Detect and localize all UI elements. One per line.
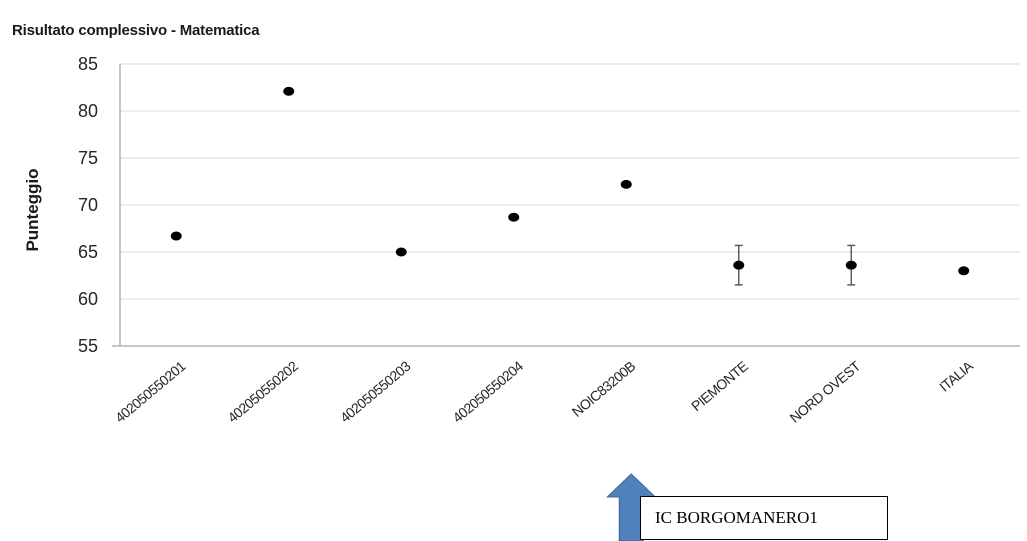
x-tick-label: PIEMONTE	[688, 358, 751, 414]
y-tick-labels: 55 60 65 70 75 80 85	[78, 54, 98, 356]
data-point	[845, 260, 857, 270]
y-tick-label: 55	[78, 336, 98, 356]
data-point	[395, 247, 407, 257]
y-tick-label: 60	[78, 289, 98, 309]
x-tick-labels: 402050550201 402050550202 402050550203 4020…	[112, 357, 977, 426]
x-tick-label: NORD OVEST	[787, 357, 864, 426]
data-point	[733, 260, 745, 270]
data-point	[170, 231, 182, 241]
y-tick-label: 70	[78, 195, 98, 215]
y-tick-label: 75	[78, 148, 98, 168]
x-tick-label: 402050550203	[337, 358, 414, 426]
grid-lines	[120, 63, 1020, 300]
y-tick-label: 65	[78, 242, 98, 262]
data-point	[508, 212, 520, 222]
x-tick-label: NOIC83200B	[569, 358, 639, 420]
data-point	[283, 86, 295, 96]
annotation-label: IC BORGOMANERO1	[640, 496, 888, 540]
data-point	[620, 179, 632, 189]
x-tick-label: ITALIA	[936, 357, 976, 395]
axes	[112, 64, 1020, 347]
data-points	[170, 86, 970, 276]
y-tick-label: 80	[78, 101, 98, 121]
chart-title: Risultato complessivo - Matematica	[12, 22, 260, 39]
x-tick-label: 402050550204	[449, 358, 526, 426]
data-point	[958, 266, 970, 276]
y-tick-label: 85	[78, 54, 98, 74]
x-tick-label: 402050550201	[112, 358, 189, 426]
error-bars	[734, 244, 856, 286]
y-axis-label: Punteggio	[23, 168, 42, 251]
x-tick-label: 402050550202	[224, 358, 301, 426]
